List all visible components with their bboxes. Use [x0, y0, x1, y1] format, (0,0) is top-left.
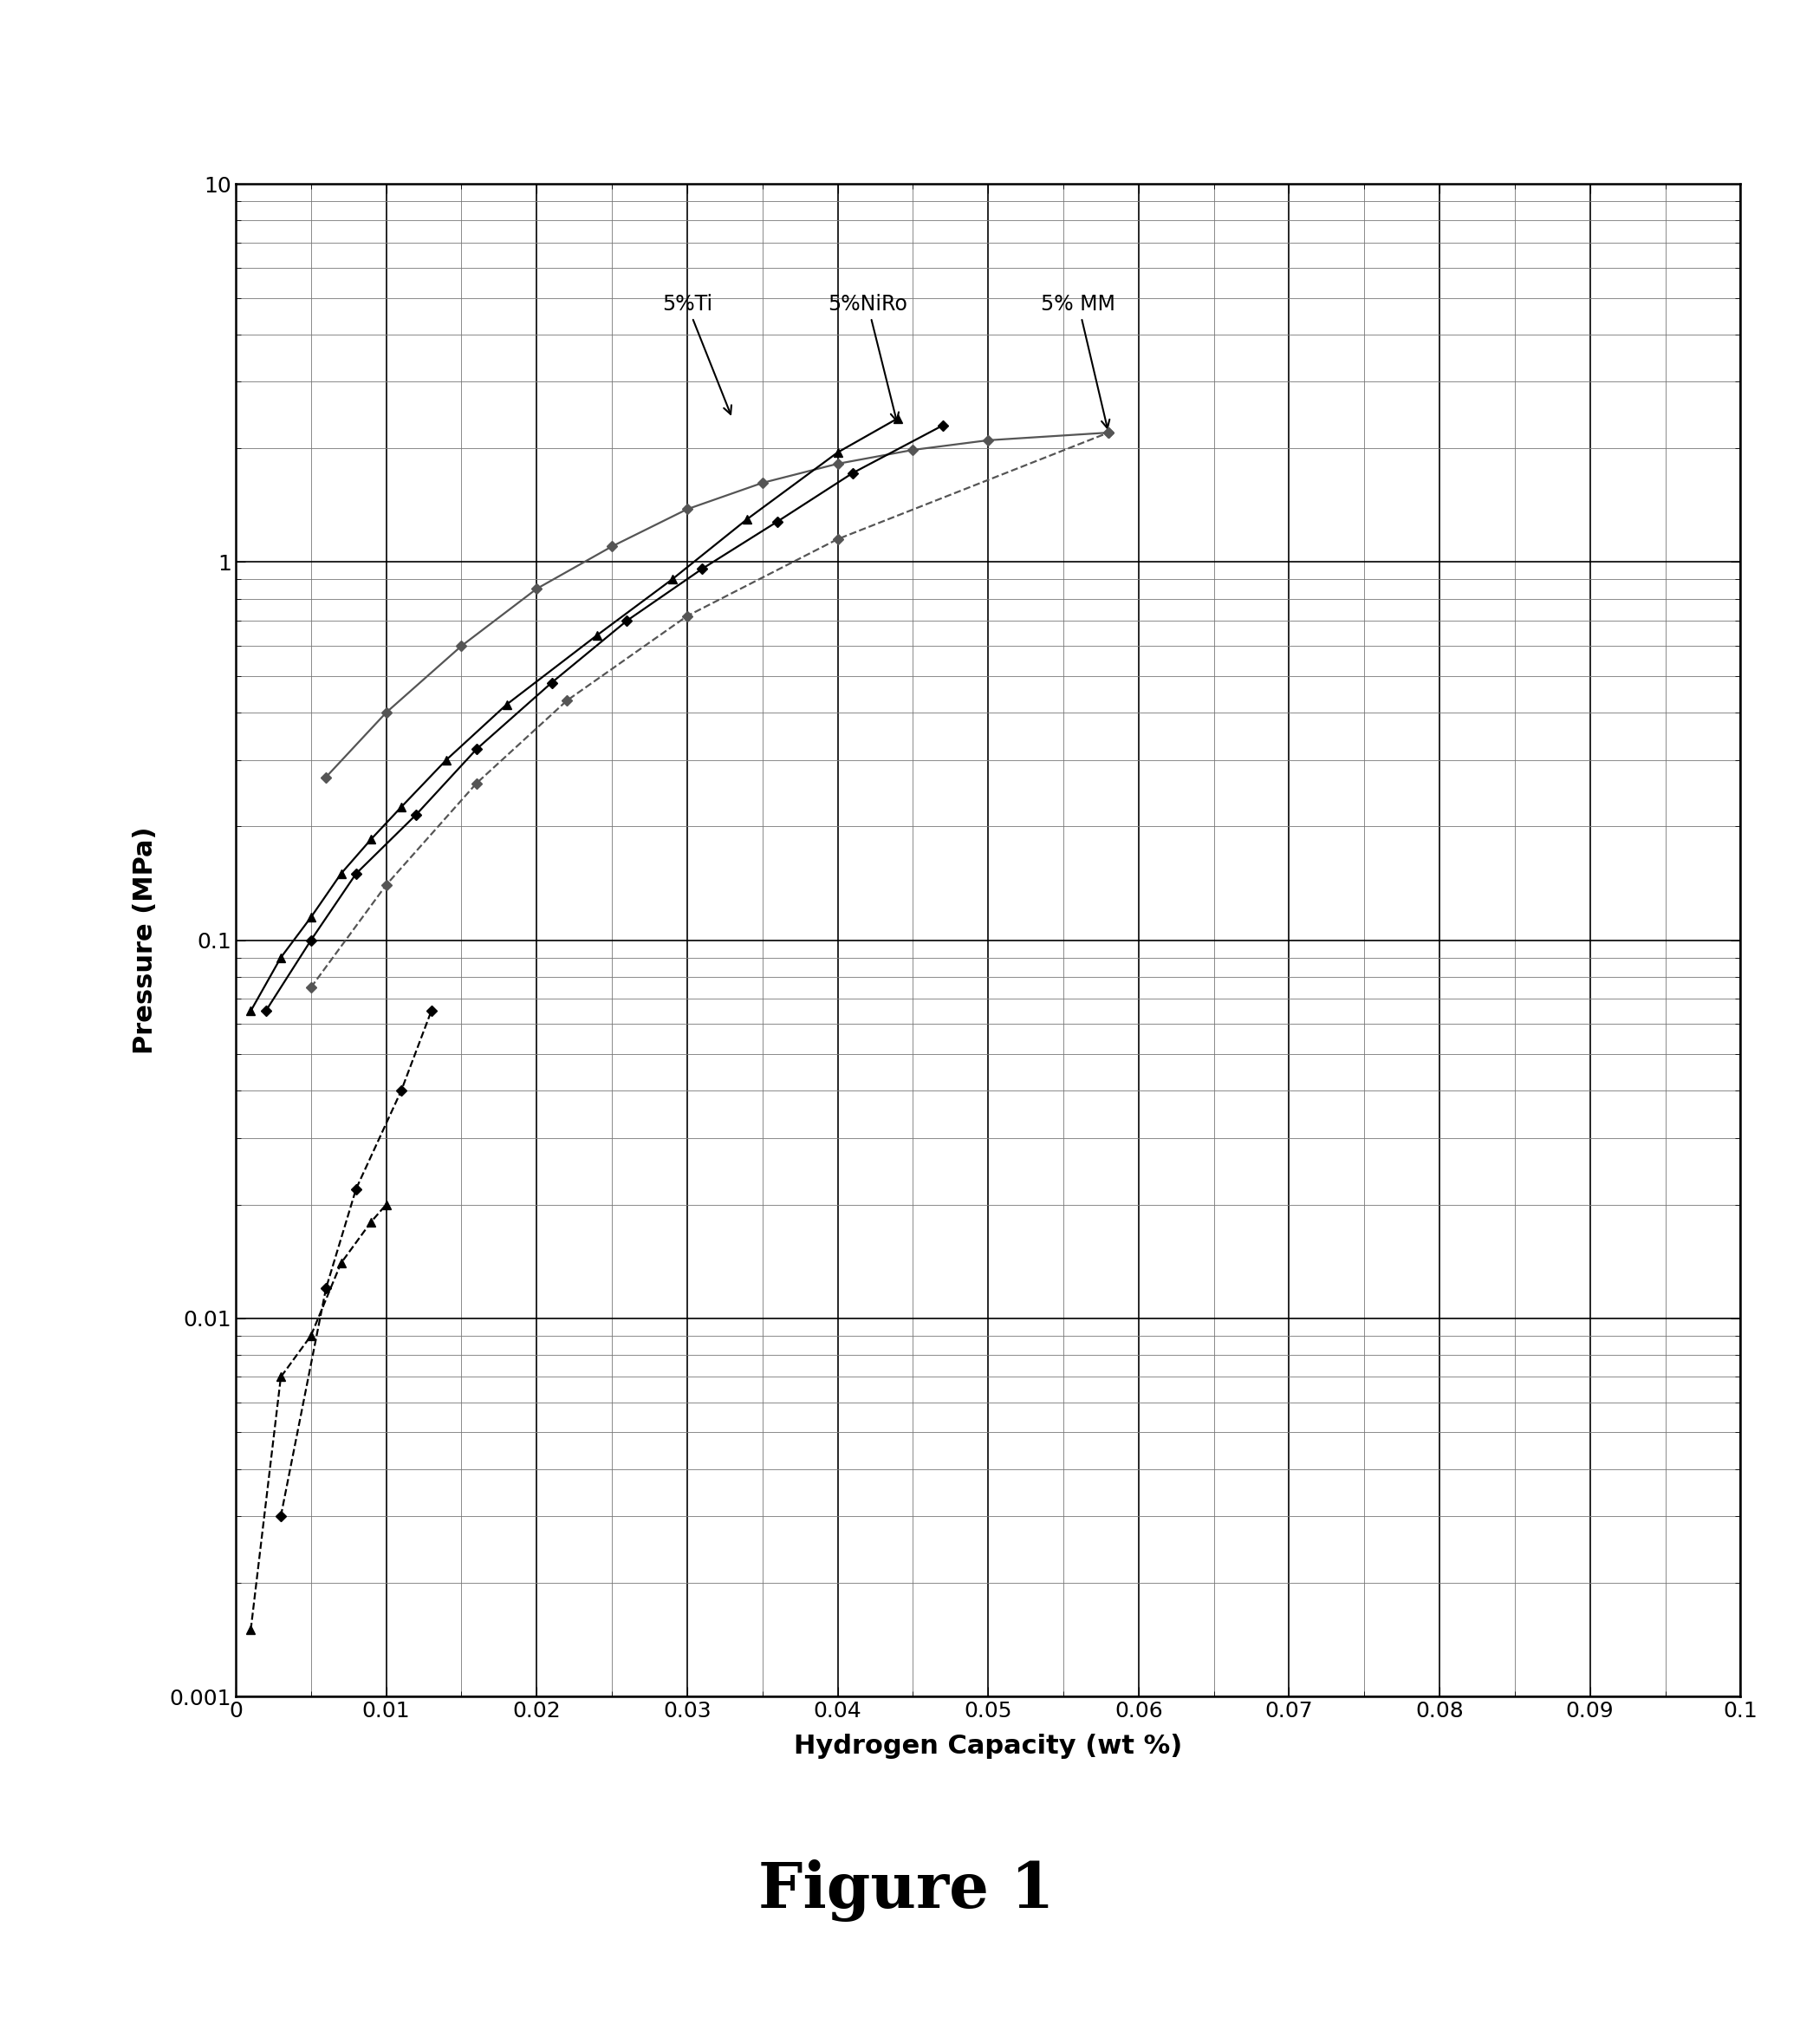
Text: 5%NiRo: 5%NiRo	[829, 294, 908, 421]
Y-axis label: Pressure (MPa): Pressure (MPa)	[132, 826, 158, 1055]
Text: 5% MM: 5% MM	[1041, 294, 1115, 429]
X-axis label: Hydrogen Capacity (wt %): Hydrogen Capacity (wt %)	[794, 1733, 1182, 1758]
Text: Figure 1: Figure 1	[758, 1860, 1055, 1921]
Text: 5%Ti: 5%Ti	[662, 294, 731, 415]
